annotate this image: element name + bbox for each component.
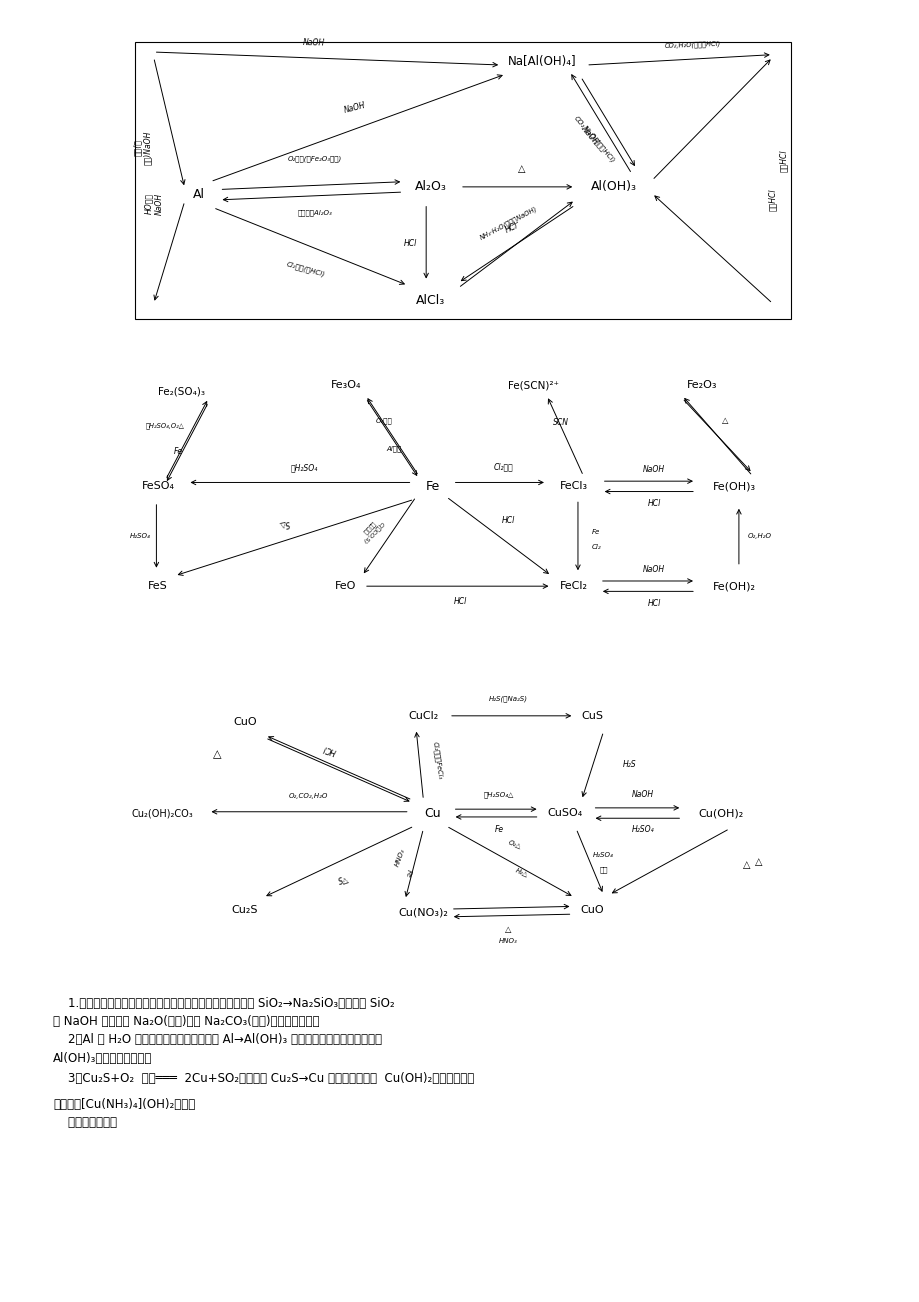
Text: S△: S△ <box>278 518 290 529</box>
Text: FeSO₄: FeSO₄ <box>142 482 175 491</box>
Text: 电解燕融Al₂O₃: 电解燕融Al₂O₃ <box>298 210 332 216</box>
Text: SCN: SCN <box>552 418 569 427</box>
Text: FeS: FeS <box>148 581 168 591</box>
Text: 3．Cu₂S+O₂  高温═══  2Cu+SO₂，可实现 Cu₂S→Cu 的转化。另外，  Cu(OH)₂溶于氨水形成: 3．Cu₂S+O₂ 高温═══ 2Cu+SO₂，可实现 Cu₂S→Cu 的转化。… <box>53 1073 474 1086</box>
Text: △: △ <box>754 857 762 867</box>
Text: CO₂,H₂O(或适量HCl): CO₂,H₂O(或适量HCl) <box>664 40 720 48</box>
Text: 浓H₂SO₄△: 浓H₂SO₄△ <box>483 792 514 798</box>
Text: O₂,CO₂,H₂O: O₂,CO₂,H₂O <box>289 793 328 799</box>
Text: H₂S(或Na₂S): H₂S(或Na₂S) <box>488 695 527 702</box>
Text: NaOH: NaOH <box>578 125 600 147</box>
Text: Fe₃O₄: Fe₃O₄ <box>330 380 360 391</box>
Text: H₂△: H₂△ <box>514 867 528 878</box>
Text: H₂SO₄: H₂SO₄ <box>130 534 150 539</box>
Text: Fe: Fe <box>494 825 503 835</box>
Text: AlCl₃: AlCl₃ <box>415 294 445 307</box>
Text: Fe(SCN)²⁺: Fe(SCN)²⁺ <box>507 380 558 391</box>
Text: 过量HCl: 过量HCl <box>778 150 788 172</box>
Text: H₂SO₄: H₂SO₄ <box>593 853 613 858</box>
Text: △: △ <box>518 164 526 173</box>
Text: 2．Al 和 H₂O 反应须去掉氧化膜，可实现 Al→Al(OH)₃ 的转化，但因生成了不溢性的: 2．Al 和 H₂O 反应须去掉氧化膜，可实现 Al→Al(OH)₃ 的转化，但… <box>53 1034 381 1047</box>
Text: HNO₃: HNO₃ <box>498 939 516 944</box>
Text: NaOH: NaOH <box>631 790 653 799</box>
Text: CuO: CuO <box>580 905 604 915</box>
Text: HCl: HCl <box>647 499 660 508</box>
Text: HCl: HCl <box>322 743 337 756</box>
Text: Cl₂点燃(或HCl): Cl₂点燃(或HCl) <box>286 260 326 277</box>
Text: FeO: FeO <box>335 581 356 591</box>
Text: 稀酸: 稀酸 <box>598 866 607 872</box>
Text: 1.在应用关系图时要善于进行发散思维，做到举一反三，如 SiO₂→Na₂SiO₃，可通过 SiO₂: 1.在应用关系图时要善于进行发散思维，做到举一反三，如 SiO₂→Na₂SiO₃… <box>53 997 394 1010</box>
Text: Cu(NO₃)₂: Cu(NO₃)₂ <box>398 907 448 918</box>
Text: Fe₂(SO₄)₃: Fe₂(SO₄)₃ <box>157 387 204 397</box>
Text: HCl: HCl <box>647 599 660 608</box>
Text: CuO: CuO <box>233 717 256 728</box>
Text: FeCl₃: FeCl₃ <box>560 482 588 491</box>
Text: NaOH: NaOH <box>342 100 366 115</box>
Text: △: △ <box>213 750 221 759</box>
Text: Na[Al(OH)₄]: Na[Al(OH)₄] <box>507 55 576 68</box>
Text: △: △ <box>721 415 728 424</box>
Text: Fe: Fe <box>404 868 411 878</box>
Text: △: △ <box>505 926 511 935</box>
Bar <box>135 42 790 319</box>
Text: NH₃·H₂O(或适量NaOH): NH₃·H₂O(或适量NaOH) <box>479 206 539 241</box>
Text: NaOH: NaOH <box>642 465 664 474</box>
Text: Cl₂: Cl₂ <box>591 544 600 549</box>
Text: O₂△: O₂△ <box>507 838 522 849</box>
Text: Fe₂O₃: Fe₂O₃ <box>686 380 717 391</box>
Text: 与 NaOH 溶液、与 Na₂O(高温)、与 Na₂CO₃(高温)三种途径实现。: 与 NaOH 溶液、与 Na₂O(高温)、与 Na₂CO₃(高温)三种途径实现。 <box>53 1016 319 1029</box>
Text: HCl: HCl <box>403 240 417 249</box>
Text: Cl₂点燃或FeCl₃: Cl₂点燃或FeCl₃ <box>431 741 443 780</box>
Text: S△: S△ <box>336 875 349 888</box>
Text: CuS: CuS <box>581 711 603 721</box>
Text: C(或CO,S)
高温还原: C(或CO,S) 高温还原 <box>357 516 384 544</box>
Text: O₂点燃(或Fe₂O₃高温): O₂点燃(或Fe₂O₃高温) <box>288 155 342 161</box>
Text: 点燃(或
高温)NaOH: 点燃(或 高温)NaOH <box>133 130 153 165</box>
Text: Al(OH)₃: Al(OH)₃ <box>590 181 636 194</box>
Text: Fe: Fe <box>174 448 183 457</box>
Text: H₂S: H₂S <box>621 760 635 769</box>
Text: Al还原: Al还原 <box>386 445 401 452</box>
Text: HCl: HCl <box>503 220 518 234</box>
Text: 稀H₂SO₄: 稀H₂SO₄ <box>290 464 318 473</box>
Text: 四、材料的分类: 四、材料的分类 <box>53 1116 117 1129</box>
Text: CuCl₂: CuCl₂ <box>408 711 438 721</box>
Text: NaOH: NaOH <box>642 565 664 574</box>
Text: △: △ <box>742 859 749 870</box>
Text: Cu(OH)₂: Cu(OH)₂ <box>698 809 743 818</box>
Text: 深蓝色的[Cu(NH₃)₄](OH)₂溶液。: 深蓝色的[Cu(NH₃)₄](OH)₂溶液。 <box>53 1099 195 1111</box>
Text: Al: Al <box>193 189 205 201</box>
Text: H₂SO₄: H₂SO₄ <box>630 825 653 835</box>
Text: Fe(OH)₂: Fe(OH)₂ <box>712 581 755 591</box>
Text: Al₂O₃: Al₂O₃ <box>414 181 447 194</box>
Text: O₂,H₂O: O₂,H₂O <box>747 534 771 539</box>
Text: Fe(OH)₃: Fe(OH)₃ <box>712 482 755 491</box>
Text: Fe: Fe <box>592 530 600 535</box>
Text: Cl₂点燃: Cl₂点燃 <box>493 462 513 471</box>
Text: O₂点燃: O₂点燃 <box>376 417 392 423</box>
Text: Cu₂(OH)₂CO₃: Cu₂(OH)₂CO₃ <box>131 809 194 818</box>
Text: CO₂,H₂O(或适量HCl): CO₂,H₂O(或适量HCl) <box>573 115 616 164</box>
Text: 浓H₂SO₄,O₂△: 浓H₂SO₄,O₂△ <box>145 423 185 430</box>
Text: FeCl₂: FeCl₂ <box>560 581 587 591</box>
Text: HO点燃
NaOH: HO点燃 NaOH <box>143 193 164 215</box>
Text: HCl: HCl <box>453 598 466 607</box>
Text: Cu₂S: Cu₂S <box>232 905 258 915</box>
Text: Al(OH)₃，反应仍很缓慢。: Al(OH)₃，反应仍很缓慢。 <box>53 1052 153 1065</box>
Text: CuSO₄: CuSO₄ <box>547 809 582 818</box>
Text: HNO₃: HNO₃ <box>394 848 406 867</box>
Text: Cu: Cu <box>424 806 440 819</box>
Text: NaOH: NaOH <box>302 38 324 48</box>
Text: Fe: Fe <box>425 480 439 493</box>
Text: 适量HCl: 适量HCl <box>767 189 777 211</box>
Text: HCl: HCl <box>501 516 514 525</box>
